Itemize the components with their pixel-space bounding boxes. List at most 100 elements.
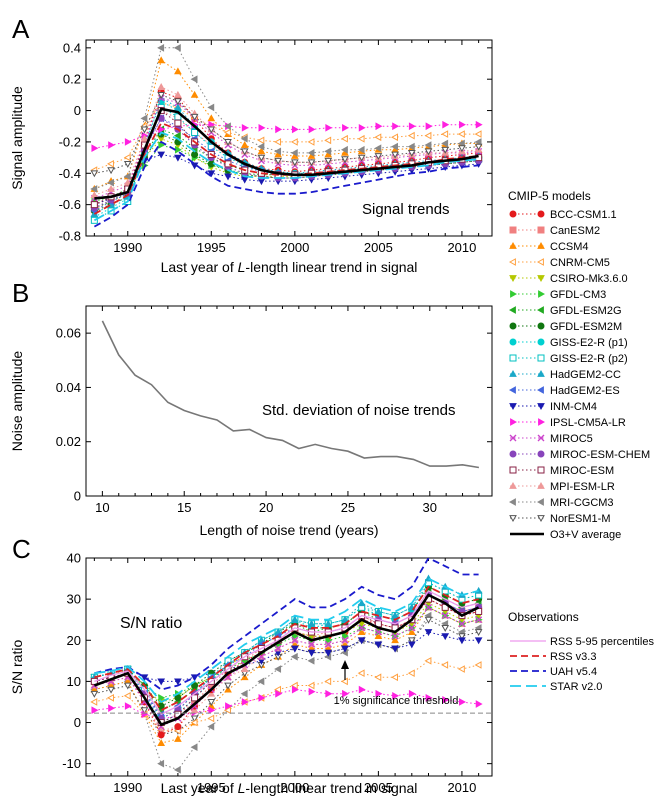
data-point-inm-cm4 (341, 645, 349, 653)
panel-b-annotation: Std. deviation of noise trends (262, 402, 455, 419)
data-point-mri-cgcm3 (441, 139, 449, 148)
panel-c-annotation: S/N ratio (120, 615, 182, 632)
data-point-bcc-csm1-1 (157, 731, 165, 739)
data-point-noresm1-m (190, 113, 199, 121)
data-point-noresm1-m (324, 157, 333, 165)
data-point-noresm1-m (391, 151, 399, 159)
data-point-gfdl-cm3 (325, 636, 333, 645)
legend-observations: Observations RSS 5-95 percentiles RSS v3.… (508, 610, 654, 693)
series-line-noresm1-m (94, 94, 479, 174)
data-point-gfdl-esm2m (174, 694, 182, 702)
series-line-bcc-csm1-1 (94, 91, 479, 206)
data-point-cnrm-cm5 (457, 130, 465, 138)
data-point-ipsl-cm5a-lr (425, 693, 433, 702)
data-point-ipsl-cm5a-lr (342, 689, 350, 698)
legend-marker-noresm1-m (537, 515, 545, 523)
series-line-miroc-esm (94, 109, 479, 206)
x-axis-label-part: Last year of (161, 259, 238, 275)
y-tick-label: 0 (74, 489, 81, 504)
legend-marker-mpi-esm-lr (537, 481, 545, 489)
legend-label-bcc-csm1-1: BCC-CSM1.1 (550, 209, 617, 221)
data-point-cnrm-cm5 (457, 665, 465, 673)
legend-label-canesm2: CanESM2 (550, 225, 600, 237)
data-point-mri-cgcm3 (457, 139, 465, 148)
data-point-noresm1-m (274, 157, 282, 165)
data-point-miroc5 (341, 636, 349, 644)
legend-label-star-v2-0: STAR v2.0 (550, 681, 602, 693)
series-line-inm-cm4 (94, 631, 479, 682)
series-line-mri-cgcm3 (94, 614, 479, 771)
plot-frame (85, 39, 493, 237)
legend-label-uah-v5-4: UAH v5.4 (550, 666, 597, 678)
data-point-inm-cm4 (357, 637, 366, 645)
noise-std-line (101, 320, 480, 469)
legend-label-ipsl-cm5a-lr: IPSL-CM5A-LR (550, 417, 626, 429)
data-point-hadgem2-cc (307, 619, 316, 627)
data-point-mri-cgcm3 (173, 765, 181, 774)
series-line-hadgem2-cc (94, 577, 479, 724)
legend-marker-miroc-esm (509, 466, 517, 474)
data-point-ipsl-cm5a-lr (258, 693, 266, 702)
data-point-ipsl-cm5a-lr (225, 702, 233, 710)
data-point-cnrm-cm5 (324, 677, 332, 686)
data-point-mri-cgcm3 (240, 134, 248, 143)
data-point-mri-cgcm3 (357, 145, 365, 154)
data-point-cnrm-cm5 (474, 661, 482, 669)
data-point-miroc5 (425, 603, 433, 611)
legend-label-ccsm4: CCSM4 (550, 241, 589, 253)
data-point-mri-cgcm3 (207, 103, 215, 112)
data-point-hadgem2-cc (391, 611, 399, 619)
panel-b-noise-amplitude: 10 15 20 25 30 0 0.02 0.04 0.06 Noise amplitude St… (9, 305, 493, 538)
data-point-miroc-esm (224, 160, 232, 168)
y-tick-label: 0.06 (56, 326, 81, 341)
y-tick-label: -0.2 (59, 134, 81, 149)
legend-observations-title: Observations (508, 610, 579, 624)
data-point-mri-cgcm3 (190, 75, 198, 84)
data-point-miroc5 (441, 612, 449, 620)
data-point-hadgem2-cc (357, 599, 366, 607)
data-point-cnrm-cm5 (307, 138, 315, 146)
data-point-mpi-esm-lr (174, 90, 182, 98)
data-point-mri-cgcm3 (290, 149, 298, 157)
data-point-mpi-esm-lr (140, 134, 149, 142)
y-axis-label: Signal amplitude (9, 86, 25, 190)
data-point-ccsm4 (391, 636, 399, 644)
data-point-ipsl-cm5a-lr (325, 123, 333, 132)
data-point-cnrm-cm5 (307, 681, 315, 690)
legend-cmip5-models: CMIP-5 models BCC-CSM1.1 CanESM2 CCSM4 CNRM… (508, 189, 650, 541)
data-point-hadgem2-cc (374, 607, 383, 615)
legend-marker-gfdl-esm2g (508, 306, 516, 314)
data-point-noresm1-m (341, 156, 349, 164)
legend-marker-miroc-esm (537, 466, 545, 474)
legend-label-miroc-esm-chem: MIROC-ESM-CHEM (550, 449, 650, 461)
y-tick-label: -0.8 (59, 229, 81, 244)
data-point-cnrm-cm5 (441, 130, 449, 138)
data-point-mri-cgcm3 (223, 122, 231, 131)
y-axis-label: Noise amplitude (9, 351, 25, 452)
legend-marker-csiro-mk3-6-0 (537, 275, 545, 283)
data-point-cnrm-cm5 (107, 160, 114, 168)
y-axis-label: S/N ratio (9, 640, 25, 695)
data-point-mri-cgcm3 (123, 172, 131, 181)
legend-marker-mpi-esm-lr (509, 481, 517, 489)
data-point-ipsl-cm5a-lr (325, 689, 333, 698)
data-point-ipsl-cm5a-lr (392, 122, 400, 131)
x-tick-label: 2000 (280, 240, 309, 255)
data-point-noresm1-m (474, 143, 483, 151)
data-point-inm-cm4 (190, 162, 199, 170)
series-line-miroc-esm-chem (94, 117, 479, 209)
data-point-ccsm4 (157, 739, 166, 746)
data-point-ipsl-cm5a-lr (442, 696, 450, 704)
x-axis-label-part: -length linear trend in signal (245, 259, 417, 275)
data-point-ipsl-cm5a-lr (358, 685, 366, 694)
data-point-mri-cgcm3 (474, 138, 482, 146)
data-point-miroc-esm (90, 201, 98, 209)
x-axis-label-part: -length linear trend in signal (245, 780, 417, 796)
data-point-mri-cgcm3 (407, 142, 415, 151)
legend-label-miroc5: MIROC5 (550, 433, 593, 445)
panel-label-a: A (12, 14, 30, 44)
data-point-inm-cm4 (224, 173, 232, 181)
data-point-inm-cm4 (157, 151, 166, 159)
data-point-noresm1-m (107, 167, 115, 175)
legend-marker-gfdl-esm2m (537, 322, 545, 330)
